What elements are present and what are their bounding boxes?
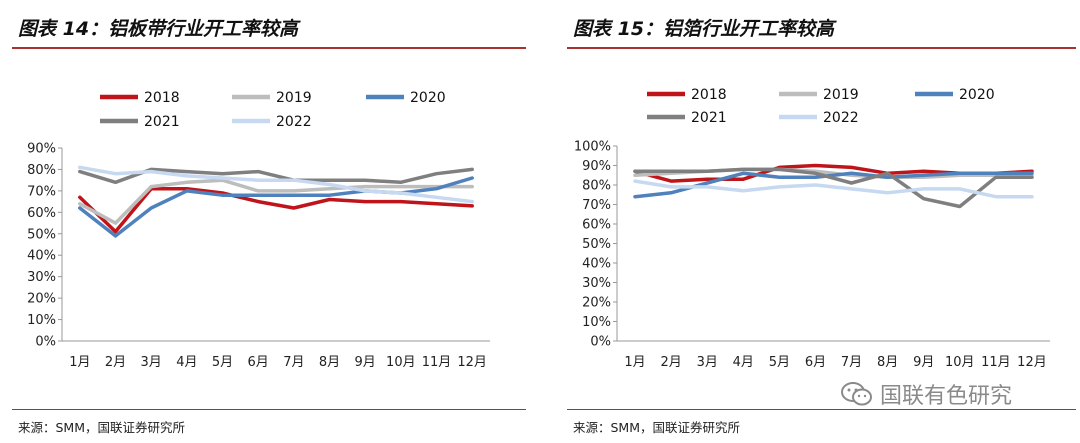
x-tick-label: 10月 [945, 355, 975, 370]
x-tick-label: 8月 [877, 355, 898, 370]
y-tick-label: 0% [35, 335, 56, 350]
title-divider [567, 47, 1076, 49]
source-note: 来源：SMM，国联证券研究所 [18, 420, 186, 435]
x-tick-label: 7月 [841, 355, 862, 370]
y-tick-label: 30% [582, 276, 611, 291]
series-line-2018 [78, 186, 474, 234]
chart-panel-1: 图表 14：铝板带行业开工率较高 0% 10% 20% 30% 40% 50% 60% 70%… [0, 0, 530, 443]
title-divider [12, 47, 526, 49]
y-tick-label: 0% [590, 335, 611, 350]
y-tick-label: 40% [27, 249, 56, 264]
footer-divider [567, 409, 1076, 410]
legend-label: 2021 [144, 114, 180, 130]
series-line-2022 [78, 165, 474, 204]
y-tick-label: 50% [27, 227, 56, 242]
wechat-icon [841, 382, 872, 406]
y-tick-label: 10% [582, 315, 611, 330]
legend-label: 2018 [144, 90, 180, 106]
x-tick-label: 5月 [769, 355, 790, 370]
y-tick-label: 30% [27, 270, 56, 285]
y-tick-label: 10% [27, 313, 56, 328]
y-tick-label: 100% [574, 140, 611, 155]
x-tick-label: 2月 [660, 355, 681, 370]
x-tick-label: 9月 [913, 355, 934, 370]
x-tick-label: 12月 [1017, 355, 1047, 370]
series-line-2020 [633, 171, 1034, 199]
legend-label: 2021 [691, 110, 727, 126]
x-tick-label: 4月 [176, 355, 197, 370]
series-line-2022 [633, 179, 1034, 199]
y-tick-label: 80% [27, 163, 56, 178]
watermark: 国联有色研究 [840, 378, 1012, 410]
y-tick-label: 70% [27, 184, 56, 199]
x-tick-label: 10月 [386, 355, 416, 370]
legend-label: 2019 [823, 87, 859, 103]
series-line-2021 [633, 167, 1034, 209]
chart-title: 图表 15：铝箔行业开工率较高 [573, 18, 835, 40]
line-chart-plot: 0% 10% 20% 30% 40% 50% 60% 70% 80% 90% 100% 1月 2月 3月 4… [574, 87, 1050, 370]
y-tick-label: 60% [582, 218, 611, 233]
y-tick-label: 70% [582, 198, 611, 213]
y-tick-label: 80% [582, 179, 611, 194]
x-tick-label: 5月 [212, 355, 233, 370]
x-tick-label: 12月 [457, 355, 487, 370]
x-tick-label: 2月 [105, 355, 126, 370]
source-note: 来源：SMM，国联证券研究所 [573, 420, 741, 435]
y-tick-label: 90% [582, 159, 611, 174]
legend-label: 2022 [276, 114, 312, 130]
series-line-2019 [78, 178, 474, 225]
y-tick-label: 90% [27, 142, 56, 157]
x-tick-label: 4月 [733, 355, 754, 370]
x-tick-label: 6月 [248, 355, 269, 370]
x-tick-label: 1月 [624, 355, 645, 370]
x-tick-label: 3月 [141, 355, 162, 370]
x-tick-label: 11月 [981, 355, 1011, 370]
legend-label: 2020 [959, 87, 995, 103]
chart-title: 图表 14：铝板带行业开工率较高 [18, 18, 299, 40]
y-tick-label: 40% [582, 257, 611, 272]
y-tick-label: 20% [27, 292, 56, 307]
x-tick-label: 3月 [697, 355, 718, 370]
line-chart-plot: 0% 10% 20% 30% 40% 50% 60% 70% 80% 90% 1月 2月 3月 4月 5月 6… [27, 90, 490, 370]
legend-label: 2019 [276, 90, 312, 106]
legend-label: 2018 [691, 87, 727, 103]
watermark-text: 国联有色研究 [880, 384, 1013, 409]
x-tick-label: 1月 [69, 355, 90, 370]
y-tick-label: 60% [27, 206, 56, 221]
x-tick-label: 7月 [283, 355, 304, 370]
legend-label: 2022 [823, 110, 859, 126]
x-tick-label: 9月 [355, 355, 376, 370]
x-tick-label: 6月 [805, 355, 826, 370]
y-tick-label: 50% [582, 237, 611, 252]
legend-label: 2020 [410, 90, 446, 106]
x-tick-label: 8月 [319, 355, 340, 370]
y-tick-label: 20% [582, 296, 611, 311]
x-tick-label: 11月 [422, 355, 452, 370]
footer-divider [12, 409, 526, 410]
chart-panel-2: 图表 15：铝箔行业开工率较高 0% 10% 20% 30% 40% 50% 60% 70% 8… [555, 0, 1080, 443]
